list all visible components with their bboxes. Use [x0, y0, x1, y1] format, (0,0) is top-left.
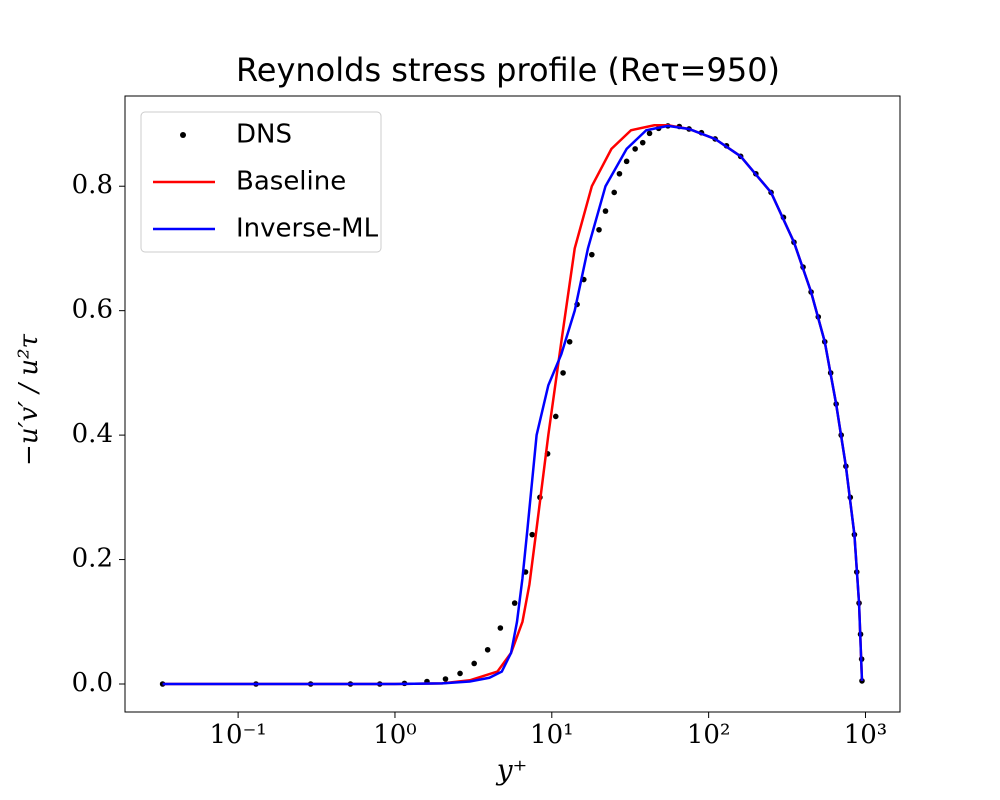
- data-point: [566, 338, 573, 345]
- data-point: [471, 660, 477, 667]
- data-point: [616, 170, 623, 177]
- line-series: [162, 124, 864, 686]
- y-tick-label: 0.4: [72, 419, 113, 449]
- data-point: [497, 625, 504, 631]
- data-point: [611, 189, 618, 196]
- y-tick-label: 0.8: [72, 170, 113, 200]
- chart-title: Reynolds stress profile (Reτ=950): [236, 51, 780, 89]
- data-point: [646, 130, 653, 137]
- data-point: [552, 413, 559, 420]
- plot-frame: [124, 95, 901, 713]
- data-point: [632, 146, 638, 152]
- y-tick-label: 0.0: [72, 668, 113, 698]
- y-tick-label: 0.6: [72, 295, 113, 325]
- legend-label: Inverse-ML: [236, 214, 379, 244]
- x-tick-label: 10³: [844, 720, 888, 750]
- x-tick-label: 10⁰: [373, 720, 417, 750]
- data-point: [623, 158, 630, 165]
- x-axis-label: y⁺: [495, 754, 528, 787]
- data-point: [442, 676, 449, 682]
- legend-box: [140, 111, 382, 253]
- data-point: [511, 600, 518, 606]
- legend-marker: [180, 132, 186, 138]
- legend-label: Baseline: [236, 167, 346, 197]
- data-point: [560, 370, 566, 376]
- data-point: [589, 251, 595, 258]
- x-tick-label: 10²: [687, 720, 731, 750]
- legend-label: DNS: [236, 120, 292, 150]
- data-point: [639, 139, 646, 146]
- data-point: [529, 531, 536, 538]
- y-axis-label: −u′v′ / u²τ: [14, 333, 44, 465]
- data-point: [457, 670, 463, 677]
- x-tick-label: 10¹: [530, 720, 574, 750]
- data-point: [596, 226, 602, 233]
- x-tick-label: 10⁻¹: [210, 720, 267, 750]
- data-point: [602, 208, 609, 214]
- y-tick-label: 0.2: [72, 544, 113, 574]
- data-point: [484, 646, 491, 653]
